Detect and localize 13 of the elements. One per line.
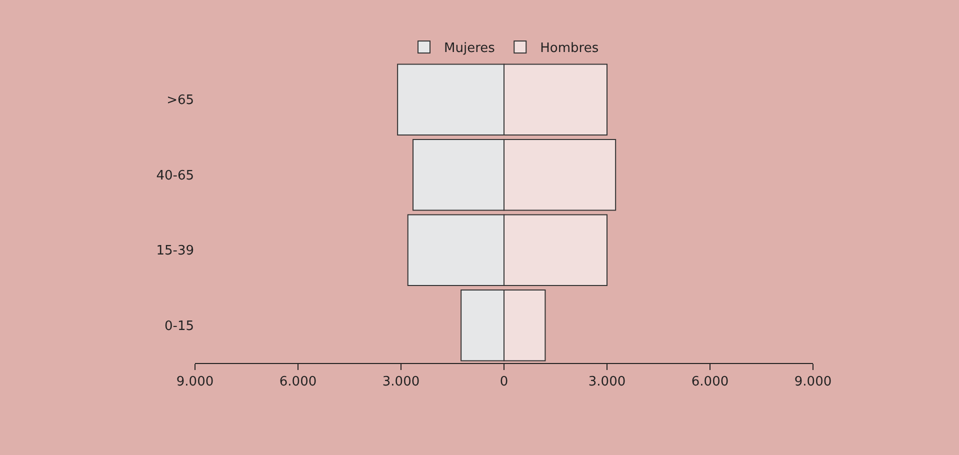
legend-label: Hombres bbox=[540, 41, 599, 56]
x-tick-label: 6.000 bbox=[279, 374, 317, 390]
x-tick-label: 9.000 bbox=[176, 374, 214, 390]
x-tick-label: 3.000 bbox=[588, 374, 626, 390]
y-tick-label: 40-65 bbox=[156, 168, 194, 184]
x-tick-label: 0 bbox=[500, 374, 508, 390]
y-tick-label: 15-39 bbox=[156, 244, 194, 259]
y-tick-label: >65 bbox=[166, 93, 194, 108]
x-tick-label: 3.000 bbox=[382, 374, 420, 390]
y-tick-label: 0-15 bbox=[164, 318, 194, 334]
legend-label: Mujeres bbox=[444, 41, 496, 56]
x-tick-label: 9.000 bbox=[794, 374, 832, 390]
x-tick-label: 6.000 bbox=[691, 374, 729, 390]
